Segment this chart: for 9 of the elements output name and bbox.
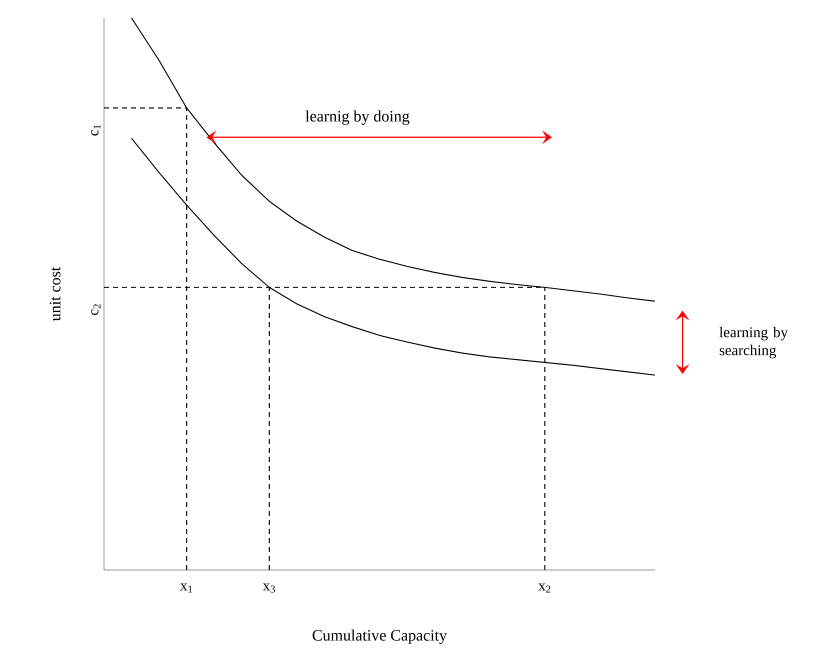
x-tick-label: x$_{3}$ bbox=[262, 584, 275, 593]
text: c$_{1}$ bbox=[91, 124, 100, 136]
text: learning by searching bbox=[719, 326, 788, 358]
x-tick-label: x$_{2}$ bbox=[538, 584, 550, 593]
x-tick-label: x$_{1}$ bbox=[180, 584, 192, 593]
annotation: learnig by doing bbox=[306, 110, 410, 125]
text: c$_{2}$ bbox=[91, 304, 100, 315]
y-axis-title: unit cost bbox=[50, 266, 60, 322]
x-axis-title: Cumulative Capacity bbox=[312, 629, 447, 644]
